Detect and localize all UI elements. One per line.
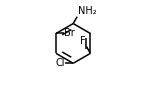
Text: Cl: Cl	[55, 58, 65, 68]
Text: Br: Br	[64, 28, 75, 39]
Text: NH₂: NH₂	[78, 6, 96, 16]
Text: F: F	[81, 36, 86, 46]
